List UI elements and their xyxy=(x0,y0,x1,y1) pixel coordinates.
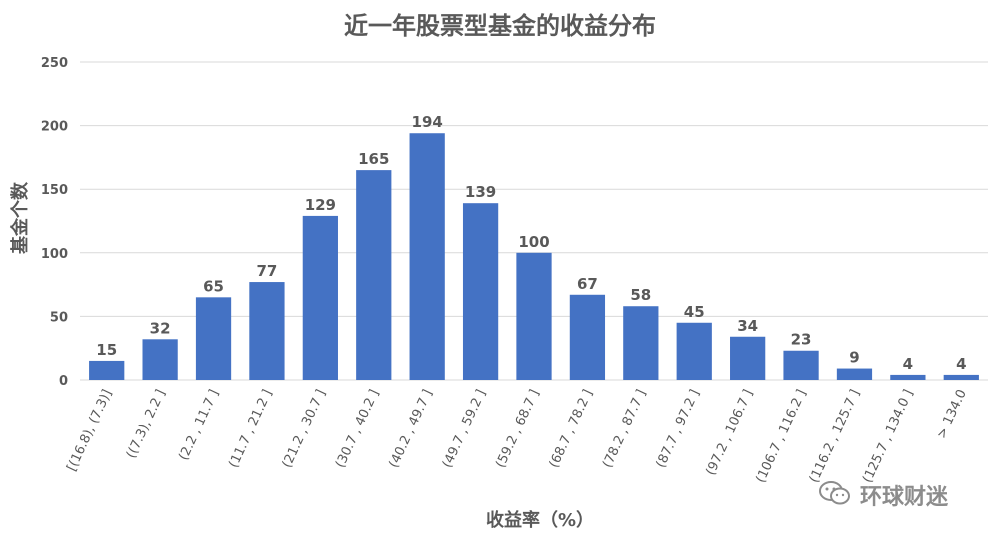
x-tick-label: (106.7 , 116.2 ] xyxy=(753,387,809,485)
bar xyxy=(943,374,979,380)
data-label: 65 xyxy=(203,277,224,295)
x-tick-label: (2.2 , 11.7 ] xyxy=(176,387,222,462)
x-tick-label: (97.2 , 106.7 ] xyxy=(703,387,756,477)
data-label: 194 xyxy=(412,113,443,131)
y-tick-label: 150 xyxy=(41,183,68,198)
bar xyxy=(890,374,926,380)
x-tick-label: (49.7 , 59.2 ] xyxy=(440,387,489,470)
x-tick-label: (68.7 , 78.2 ] xyxy=(547,387,596,470)
data-label: 129 xyxy=(305,196,336,214)
bar xyxy=(302,215,338,380)
x-tick-label: (21.2 , 30.7 ] xyxy=(280,387,329,470)
x-tick-label: (11.7 , 21.2 ] xyxy=(226,387,275,470)
data-label: 23 xyxy=(791,331,812,349)
x-axis-ticks: [(16.8), (7.3)] ((7.3), 2.2 ] (2.2 , 11.7 … xyxy=(64,387,970,485)
y-tick-label: 50 xyxy=(50,310,68,325)
bar xyxy=(409,133,445,380)
watermark: 环球财迷 xyxy=(818,478,988,512)
y-tick-label: 250 xyxy=(41,56,68,71)
data-label: 15 xyxy=(96,341,117,359)
data-label: 45 xyxy=(684,303,705,321)
x-tick-label: [(16.8), (7.3)] xyxy=(64,387,115,473)
bar xyxy=(623,306,659,380)
x-tick-label: (78.2 , 87.7 ] xyxy=(600,387,649,470)
bar xyxy=(569,294,606,380)
data-label: 4 xyxy=(956,355,966,373)
data-label: 100 xyxy=(518,233,549,251)
bar xyxy=(676,322,712,380)
x-tick-label: ((7.3), 2.2 ] xyxy=(124,387,169,460)
x-axis-title: 收益率（%） xyxy=(485,510,595,531)
data-label: 9 xyxy=(849,349,859,367)
bar xyxy=(142,339,178,380)
data-label: 58 xyxy=(630,286,651,304)
data-label: 139 xyxy=(465,183,496,201)
bar xyxy=(783,350,819,380)
y-tick-label: 100 xyxy=(41,247,68,262)
bar xyxy=(836,368,873,380)
x-tick-label: (59.2 , 68.7 ] xyxy=(493,387,542,470)
y-tick-label: 200 xyxy=(41,120,68,135)
x-tick-label: (30.7 , 40.2 ] xyxy=(333,387,382,470)
x-tick-label: (87.7 , 97.2 ] xyxy=(654,387,703,470)
y-tick-label: 0 xyxy=(59,374,68,389)
bar xyxy=(249,282,285,380)
bar xyxy=(89,360,125,380)
data-label: 4 xyxy=(903,355,913,373)
bar xyxy=(462,203,499,380)
data-label: 165 xyxy=(358,150,389,168)
data-label: 34 xyxy=(737,317,758,335)
watermark-text: 环球财迷 xyxy=(860,485,949,510)
wechat-icon xyxy=(818,479,852,511)
x-tick-label: > 134.0 xyxy=(934,387,970,441)
x-tick-label: (116.2 , 125.7 ] xyxy=(807,387,863,485)
data-label: 67 xyxy=(577,275,598,293)
data-label: 77 xyxy=(257,262,278,280)
x-tick-label: (40.2 , 49.7 ] xyxy=(386,387,435,470)
chart-title: 近一年股票型基金的收益分布 xyxy=(344,12,656,40)
data-labels: 15 32 65 77 129 165 194 139 100 67 58 45 34 23 9 4 4 xyxy=(96,113,966,373)
data-label: 32 xyxy=(150,319,171,337)
bar xyxy=(356,170,392,380)
bars xyxy=(89,133,979,380)
bar xyxy=(730,336,766,380)
bar xyxy=(195,297,232,380)
bar xyxy=(516,252,552,380)
y-axis-ticks: 0 50 100 150 200 250 xyxy=(41,56,68,389)
x-tick-label: (125.7 , 134.0 ] xyxy=(860,387,916,485)
